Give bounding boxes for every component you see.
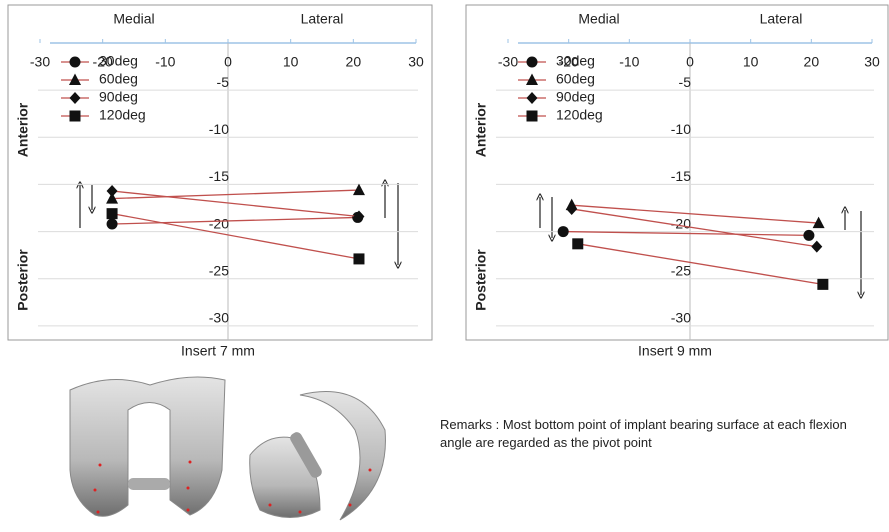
x-tick-label: -30 <box>498 54 518 70</box>
region-label: Medial <box>578 11 619 27</box>
legend-marker <box>69 73 81 85</box>
y-tick-label: -20 <box>209 215 229 231</box>
x-tick-label: -10 <box>619 54 639 70</box>
legend-marker <box>526 73 538 85</box>
x-tick-label: 0 <box>224 54 232 70</box>
series-line <box>112 189 359 200</box>
series-line <box>111 213 360 260</box>
y-tick-label: -30 <box>671 310 691 326</box>
legend-marker <box>69 56 81 68</box>
marker <box>811 240 823 253</box>
marker <box>572 238 584 250</box>
x-tick-label: -30 <box>30 54 50 70</box>
marker <box>812 216 825 229</box>
series-line <box>571 204 819 224</box>
side-label: Posterior <box>15 249 31 311</box>
legend-marker <box>69 110 81 122</box>
series-line <box>112 216 358 225</box>
plot-frame <box>465 4 889 341</box>
marker <box>557 226 569 238</box>
side-label: Posterior <box>473 249 489 311</box>
x-tick-label: 20 <box>346 54 362 70</box>
x-tick-label: -20 <box>93 54 113 70</box>
region-label: Medial <box>113 11 154 27</box>
marker <box>353 253 365 265</box>
legend-marker <box>526 56 538 68</box>
region-label: Lateral <box>760 11 803 27</box>
plot-frame <box>7 4 433 341</box>
y-tick-label: -10 <box>671 121 691 137</box>
tibial-insert-image <box>249 391 386 521</box>
y-tick-label: -5 <box>217 74 230 90</box>
legend-label: 120deg <box>556 107 603 123</box>
series-line <box>571 208 817 248</box>
x-tick-label: 0 <box>686 54 694 70</box>
y-tick-label: -25 <box>209 262 229 278</box>
legend-marker <box>69 92 81 104</box>
legend-label: 90deg <box>556 89 595 105</box>
y-tick-label: -30 <box>209 310 229 326</box>
legend-label: 60deg <box>99 71 138 87</box>
side-label: Anterior <box>15 102 31 157</box>
legend-marker <box>526 92 538 104</box>
marker <box>803 229 815 241</box>
y-tick-label: -5 <box>679 74 692 90</box>
remarks: Remarks : Most bottom point of implant b… <box>440 417 847 450</box>
marker <box>106 208 118 220</box>
y-tick-label: -20 <box>671 215 691 231</box>
femoral-component-image <box>69 376 226 517</box>
legend-label: 90deg <box>99 89 138 105</box>
legend-label: 120deg <box>99 107 146 123</box>
x-tick-label: 10 <box>283 54 299 70</box>
series-line <box>112 190 360 218</box>
y-tick-label: -15 <box>671 168 691 184</box>
y-tick-label: -25 <box>671 262 691 278</box>
x-axis-title: Insert 7 mm <box>181 343 255 359</box>
marker <box>817 278 829 290</box>
marker <box>106 192 119 204</box>
x-tick-label: 10 <box>743 54 759 70</box>
marker <box>106 185 118 198</box>
x-tick-label: 20 <box>804 54 820 70</box>
marker <box>106 218 118 230</box>
x-tick-label: -20 <box>559 54 579 70</box>
marker <box>566 202 578 215</box>
legend-marker <box>526 110 538 122</box>
side-label: Anterior <box>473 102 489 157</box>
series-line <box>577 243 823 286</box>
y-tick-label: -15 <box>209 168 229 184</box>
x-axis-title: Insert 9 mm <box>638 343 712 359</box>
x-tick-label: 30 <box>408 54 424 70</box>
legend-label: 30deg <box>556 53 595 69</box>
marker <box>352 183 365 196</box>
x-tick-label: -10 <box>155 54 175 70</box>
region-label: Lateral <box>301 11 344 27</box>
marker <box>353 210 365 223</box>
legend-label: 30deg <box>99 53 138 69</box>
arrows <box>80 183 861 295</box>
legend-label: 60deg <box>556 71 595 87</box>
y-tick-label: -10 <box>209 121 229 137</box>
series-line <box>563 230 809 236</box>
x-tick-label: 30 <box>864 54 880 70</box>
